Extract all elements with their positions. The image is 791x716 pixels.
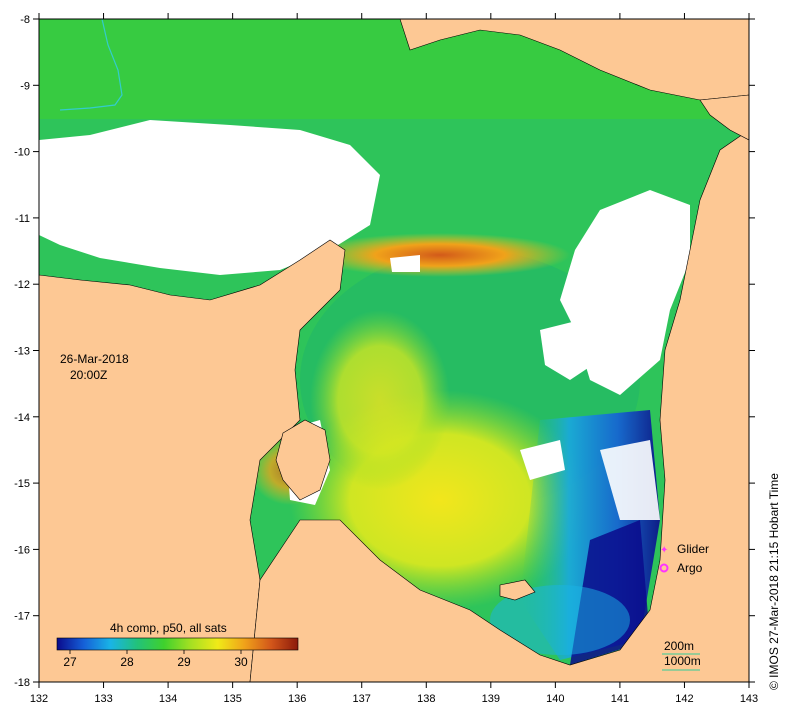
warm-yellow-west xyxy=(310,310,450,490)
colorbar-title: 4h comp, p50, all sats xyxy=(110,621,227,635)
lat-tick-label: -11 xyxy=(15,213,30,225)
lat-tick-label: -15 xyxy=(14,478,30,490)
lon-tick-label: 139 xyxy=(482,693,500,705)
lon-tick-label: 143 xyxy=(740,693,758,705)
colorbar-tick-label: 29 xyxy=(177,655,191,669)
glider-icon: ✦ xyxy=(660,545,668,556)
land-new-guinea xyxy=(399,19,749,101)
lon-tick-label: 141 xyxy=(611,693,629,705)
argo-icon xyxy=(659,563,669,573)
lon-tick-label: 142 xyxy=(675,693,693,705)
warm-front-band xyxy=(310,233,570,277)
lat-tick-label: -16 xyxy=(14,544,30,556)
lat-tick-label: -12 xyxy=(14,279,30,291)
cloud-patch-4 xyxy=(390,255,420,272)
lat-tick-label: -18 xyxy=(14,677,30,689)
lat-tick-label: -8 xyxy=(20,14,30,26)
lon-tick-label: 133 xyxy=(94,693,112,705)
land-south-east xyxy=(249,129,749,682)
lon-tick-label: 138 xyxy=(417,693,435,705)
argo-label: Argo xyxy=(677,561,703,575)
cloud-patch-3 xyxy=(540,320,600,380)
lon-tick-label: 140 xyxy=(546,693,564,705)
cloud-east xyxy=(560,190,690,395)
lon-tick-label: 134 xyxy=(159,693,177,705)
land-arnhem-west xyxy=(39,239,346,682)
contour-200-label: 200m xyxy=(664,639,694,653)
river-line xyxy=(59,19,123,111)
lat-tick-label: -10 xyxy=(14,147,30,159)
longitude-axis: 132 133 134 135 136 137 138 139 140 141 142 143 xyxy=(30,13,758,705)
cyan-south xyxy=(490,585,630,655)
cloud-patch-2 xyxy=(600,440,660,520)
cloud-patch-1 xyxy=(520,440,565,480)
lon-tick-label: 135 xyxy=(223,693,241,705)
colorbar xyxy=(56,637,299,651)
credit-text: © IMOS 27-Mar-2018 21:15 Hobart Time xyxy=(767,473,781,690)
lat-tick-label: -17 xyxy=(14,611,30,623)
timestamp-date: 26-Mar-2018 xyxy=(60,352,129,366)
land-cape-york-tip xyxy=(699,94,749,141)
colorbar-tick-label: 30 xyxy=(234,655,248,669)
contour-1000-label: 1000m xyxy=(664,654,701,668)
lon-tick-label: 137 xyxy=(353,693,371,705)
glider-label: Glider xyxy=(677,542,709,556)
cloud-west xyxy=(39,120,380,275)
latitude-axis: -8 -9 -10 -11 -12 -13 -14 -15 -16 -17 -18 xyxy=(14,14,755,689)
lat-tick-label: -9 xyxy=(20,80,30,92)
lat-tick-label: -13 xyxy=(14,346,30,358)
land-groote-eylandt xyxy=(275,419,331,501)
lat-tick-label: -14 xyxy=(14,412,30,424)
colorbar-tick-label: 28 xyxy=(120,655,134,669)
timestamp-time: 20:00Z xyxy=(70,368,107,382)
land-mornington-island xyxy=(499,579,536,601)
map-area: 26-Mar-2018 20:00Z ✦ Glider Argo 200m 10… xyxy=(39,19,749,682)
lon-tick-label: 136 xyxy=(288,693,306,705)
lon-tick-label: 132 xyxy=(30,693,48,705)
colorbar-ticks: 27 28 29 30 xyxy=(63,650,248,669)
colorbar-tick-label: 27 xyxy=(63,655,77,669)
